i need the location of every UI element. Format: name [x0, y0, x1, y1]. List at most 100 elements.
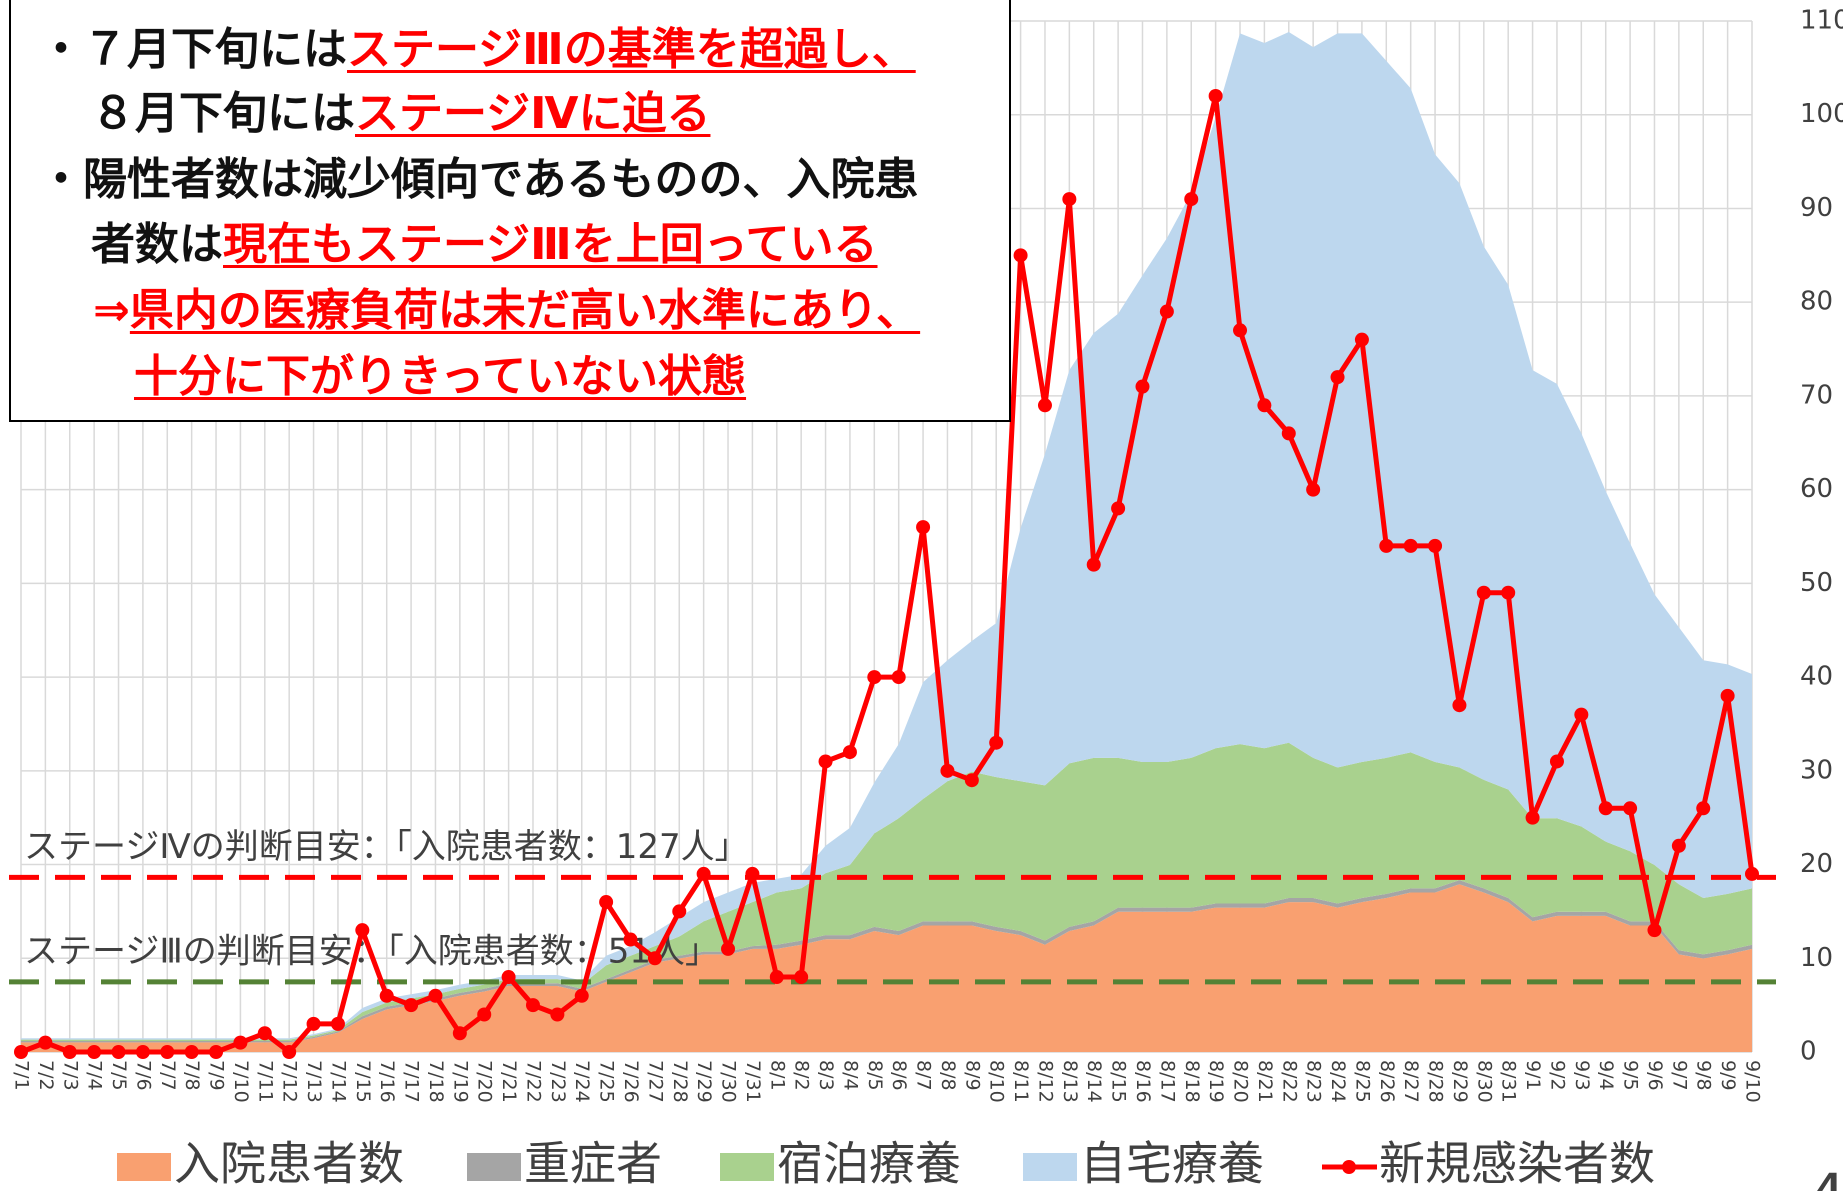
line-point [599, 895, 614, 910]
x-tick-label: 7/14 [327, 1060, 349, 1103]
line-point [1184, 192, 1199, 207]
y2-tick-label: 80 [1800, 287, 1833, 317]
x-tick-label: 8/1 [766, 1060, 788, 1091]
x-tick-label: 9/3 [1571, 1060, 1593, 1091]
line-point [1159, 304, 1174, 319]
line-point [794, 970, 809, 985]
line-point [1623, 801, 1638, 816]
legend-label: 入院患者数 [174, 1137, 404, 1191]
x-tick-label: 9/10 [1742, 1060, 1764, 1103]
area [21, 31, 1752, 1040]
line-point [1208, 88, 1223, 103]
line-point [404, 998, 419, 1013]
line-point [209, 1045, 224, 1059]
line-point [501, 970, 516, 985]
line-point [745, 866, 760, 881]
x-tick-label: 7/30 [718, 1060, 740, 1103]
y2-tick-label: 60 [1800, 474, 1833, 504]
line-point [1037, 398, 1052, 413]
x-tick-label: 8/7 [913, 1060, 935, 1091]
line-point [1647, 923, 1662, 938]
y2-tick-label: 90 [1800, 193, 1833, 223]
line-point [1403, 538, 1418, 553]
legend-swatch [1023, 1153, 1077, 1181]
x-tick-label: 7/27 [644, 1060, 666, 1103]
line-point [452, 1026, 467, 1041]
line-point [1330, 370, 1345, 385]
line-point [696, 866, 711, 881]
x-tick-label: 8/26 [1376, 1060, 1398, 1103]
x-tick-label: 7/6 [132, 1060, 154, 1091]
legend-swatch [720, 1153, 774, 1181]
line-point [1476, 585, 1491, 600]
line-point [135, 1045, 150, 1059]
y2-tick-label: 40 [1800, 662, 1833, 692]
line-point [306, 1016, 321, 1031]
line-point [477, 1007, 492, 1022]
legend-label: 新規感染者数 [1379, 1137, 1655, 1191]
line-point [672, 904, 687, 919]
x-tick-label: 7/15 [352, 1060, 374, 1103]
x-tick-label: 7/12 [279, 1060, 301, 1103]
x-tick-label: 8/24 [1327, 1060, 1349, 1103]
y2-tick-label: 100 [1800, 99, 1843, 129]
line-point [1428, 538, 1443, 553]
legend-label: 自宅療養 [1080, 1137, 1264, 1191]
callout-text: ステージⅢの基準を超過し、 [347, 24, 916, 75]
callout-text: ⇒ [93, 285, 130, 336]
x-tick-label: 7/19 [449, 1060, 471, 1103]
line-point [1696, 801, 1711, 816]
callout-line: ⇒県内の医療負荷は未だ高い水準にあり、 [93, 283, 920, 339]
line-point [14, 1045, 28, 1059]
x-tick-label: 8/30 [1473, 1060, 1495, 1103]
x-tick-label: 8/14 [1083, 1060, 1105, 1103]
line-point [160, 1045, 175, 1059]
x-tick-label: 7/22 [522, 1060, 544, 1103]
line-point [818, 754, 833, 769]
x-tick-label: 8/28 [1425, 1060, 1447, 1103]
line-point [574, 988, 589, 1003]
legend-swatch [467, 1153, 521, 1181]
line-point [355, 923, 370, 938]
line-point [184, 1045, 199, 1059]
line-point [1525, 810, 1540, 825]
line-point [721, 941, 736, 956]
callout-line: ・７月下旬にはステージⅢの基準を超過し、 [39, 22, 916, 78]
line-point [769, 970, 784, 985]
x-tick-label: 8/10 [986, 1060, 1008, 1103]
x-tick-label: 9/6 [1644, 1060, 1666, 1091]
line-point [111, 1045, 126, 1059]
x-tick-label: 7/8 [181, 1060, 203, 1091]
line-point [62, 1045, 77, 1059]
callout-text: 者数は [91, 219, 223, 270]
line-point [842, 745, 857, 760]
y2-tick-label: 70 [1800, 380, 1833, 410]
x-tick-label: 8/6 [888, 1060, 910, 1091]
callout-text: 十分に下がりきっていない状態 [134, 351, 747, 402]
x-tick-label: 9/4 [1595, 1060, 1617, 1091]
callout-line: 十分に下がりきっていない状態 [134, 349, 746, 405]
x-tick-label: 7/13 [303, 1060, 325, 1103]
x-tick-label: 8/19 [1205, 1060, 1227, 1103]
line-point [1135, 379, 1150, 394]
line-point [233, 1035, 248, 1050]
x-tick-label: 8/23 [1303, 1060, 1325, 1103]
line-point [623, 932, 638, 947]
threshold-label: ステージⅣの判断目安：「入院患者数：127人」 [24, 827, 749, 867]
x-tick-label: 8/21 [1254, 1060, 1276, 1103]
line-point [1671, 838, 1686, 853]
x-tick-label: 9/2 [1546, 1060, 1568, 1091]
line-point [989, 735, 1004, 750]
y2-tick-label: 0 [1800, 1037, 1817, 1067]
x-tick-label: 7/5 [108, 1060, 130, 1091]
y2-tick-label: 30 [1800, 755, 1833, 785]
x-tick-label: 8/8 [937, 1060, 959, 1091]
line-point [550, 1007, 565, 1022]
x-tick-label: 8/15 [1108, 1060, 1130, 1103]
line-point [1598, 801, 1613, 816]
line-point [1745, 866, 1759, 881]
x-tick-label: 7/29 [693, 1060, 715, 1103]
x-tick-label: 7/9 [206, 1060, 228, 1091]
line-point [1062, 192, 1077, 207]
